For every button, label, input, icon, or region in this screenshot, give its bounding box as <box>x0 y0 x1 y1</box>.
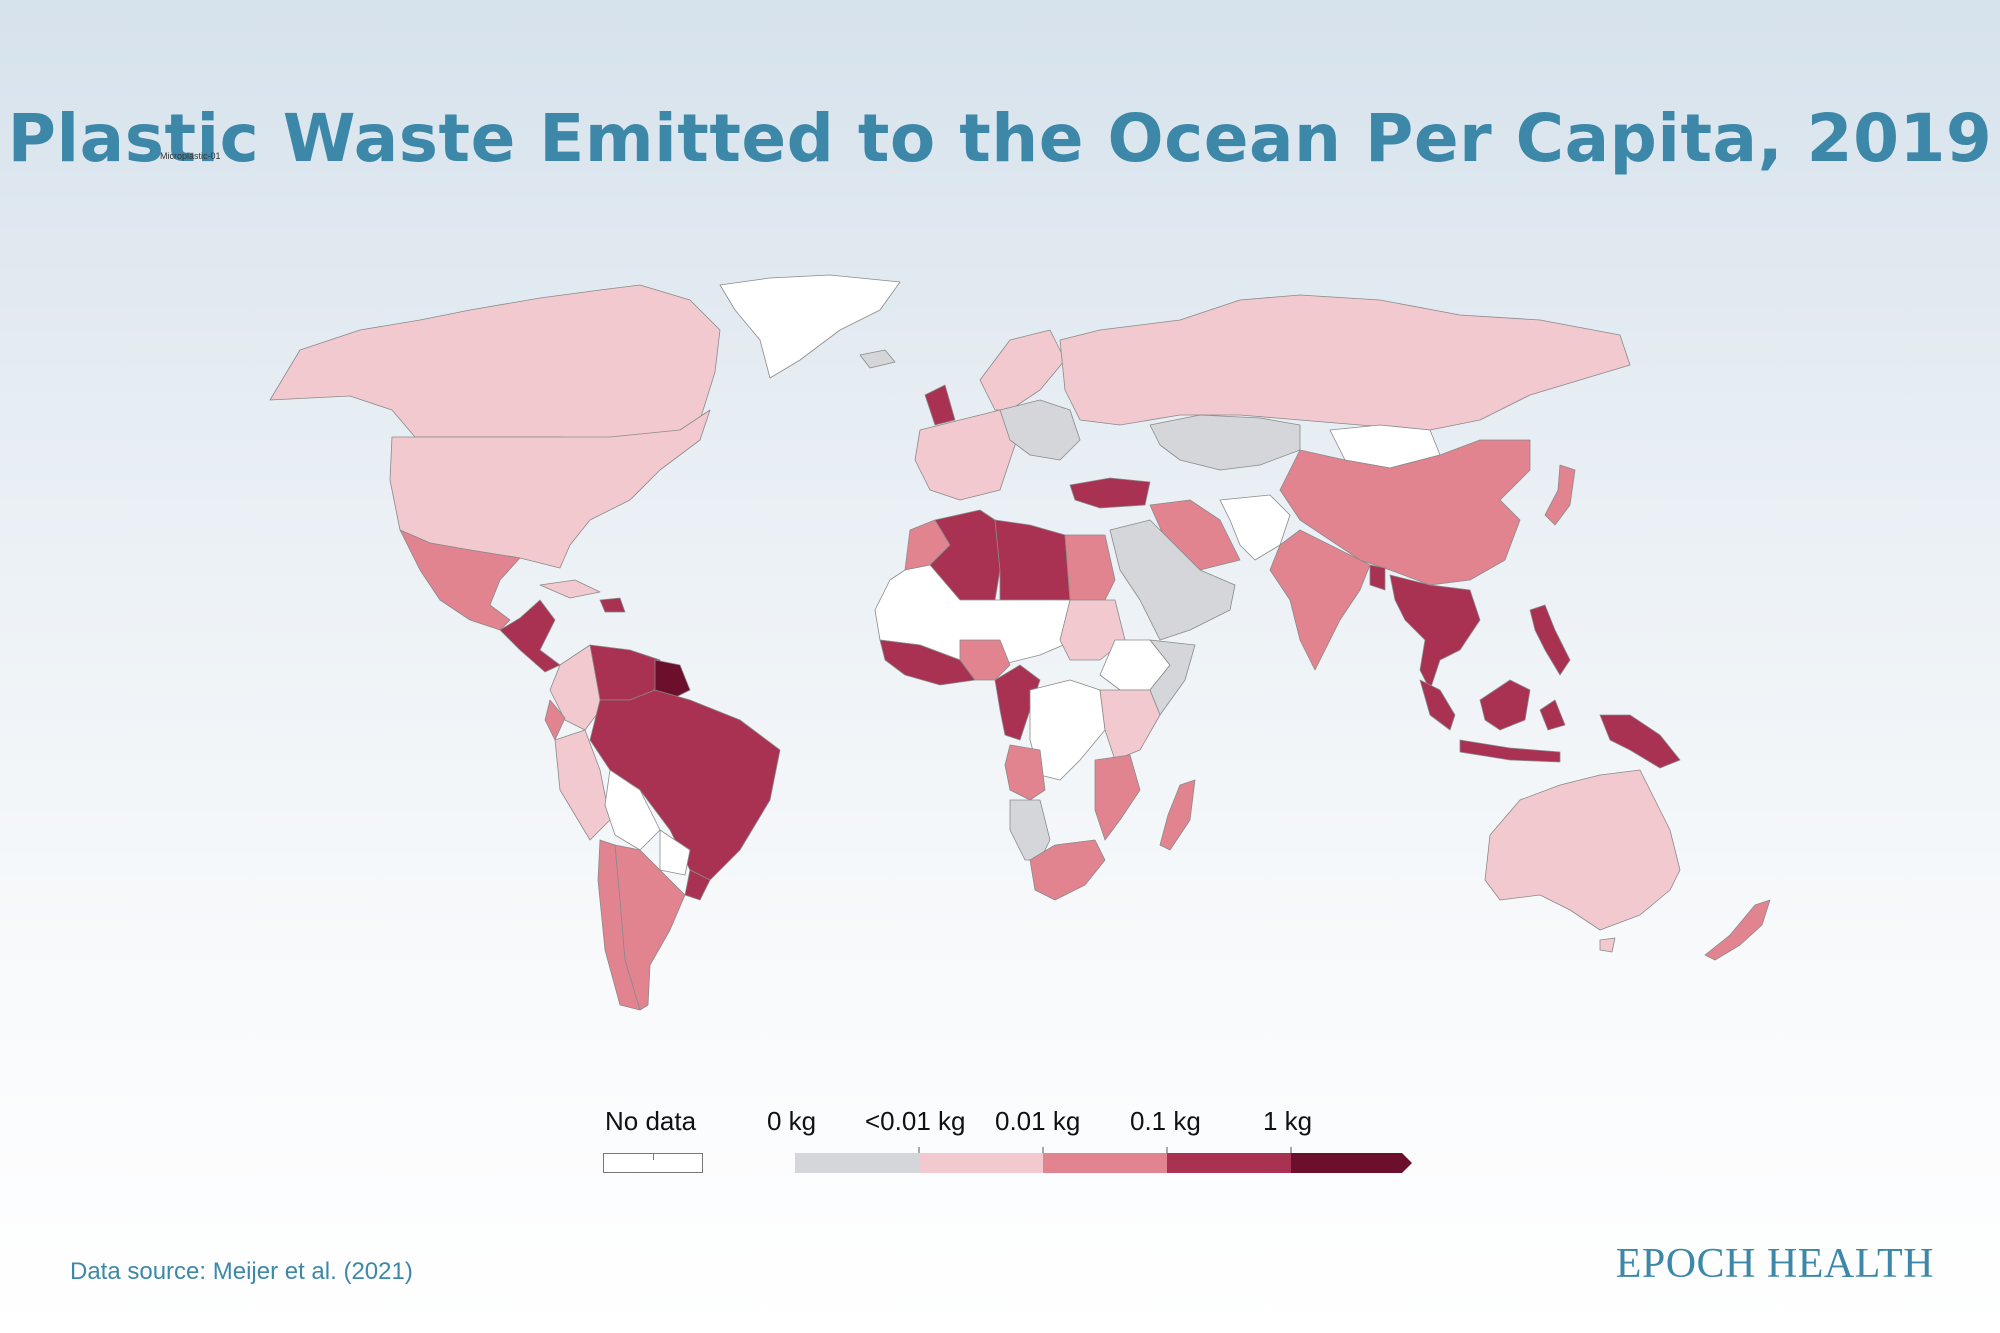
central-europe <box>999 399 1081 461</box>
data-source-note: Data source: Meijer et al. (2021) <box>70 1258 413 1285</box>
guianas <box>654 659 691 701</box>
mozambique <box>1094 754 1141 841</box>
egypt <box>1064 534 1116 601</box>
iceland <box>859 349 896 369</box>
australia <box>1484 769 1681 931</box>
watermark-text: Microplastic-01 <box>160 151 221 161</box>
india <box>1269 529 1371 671</box>
scandinavia <box>979 329 1066 411</box>
indonesia <box>1419 679 1566 763</box>
west-africa-coast <box>879 639 976 686</box>
mainland-southeast-asia <box>1389 574 1481 691</box>
new-zealand <box>1704 899 1771 961</box>
sudan <box>1059 599 1126 661</box>
libya <box>994 519 1071 601</box>
uruguay <box>684 869 711 901</box>
uk <box>924 384 956 426</box>
map-title: Plastic Waste Emitted to the Ocean Per C… <box>7 100 1993 177</box>
namibia <box>1009 799 1051 861</box>
legend-label-lt001kg: <0.01 kg <box>865 1106 966 1136</box>
kenya-tanzania <box>1099 689 1161 761</box>
paraguay <box>659 829 691 876</box>
western-europe <box>914 409 1021 501</box>
japan <box>1544 464 1576 526</box>
cuba <box>539 579 601 599</box>
russia <box>1059 294 1631 431</box>
greenland <box>719 274 901 379</box>
mexico <box>399 529 521 631</box>
south-africa <box>1029 839 1106 901</box>
legend-label-001kg: 0.01 kg <box>995 1106 1081 1136</box>
bangladesh <box>1369 564 1386 591</box>
philippines <box>1529 604 1571 676</box>
madagascar <box>1159 779 1196 851</box>
hispaniola <box>599 597 626 613</box>
papua-new-guinea <box>1599 714 1681 769</box>
turkey <box>1069 477 1151 509</box>
kazakhstan <box>1149 414 1301 471</box>
legend-no-data-swatch <box>603 1153 703 1173</box>
pakistan-afghanistan <box>1219 494 1291 561</box>
legend-label-0kg: 0 kg <box>767 1106 817 1136</box>
legend-label-1kg: 1 kg <box>1263 1106 1313 1136</box>
venezuela <box>589 644 661 701</box>
canada <box>269 284 721 441</box>
legend-label-01kg: 0.1 kg <box>1130 1106 1201 1136</box>
central-africa-coast <box>994 664 1041 741</box>
brand-logo-text: EPOCH HEALTH <box>1615 1241 1934 1287</box>
argentina <box>614 844 686 1011</box>
arabia <box>1109 519 1236 641</box>
legend-no-data-label: No data <box>605 1106 697 1136</box>
china <box>1279 439 1531 586</box>
tasmania <box>1599 937 1616 953</box>
angola <box>1004 744 1046 801</box>
central-america <box>499 599 561 673</box>
